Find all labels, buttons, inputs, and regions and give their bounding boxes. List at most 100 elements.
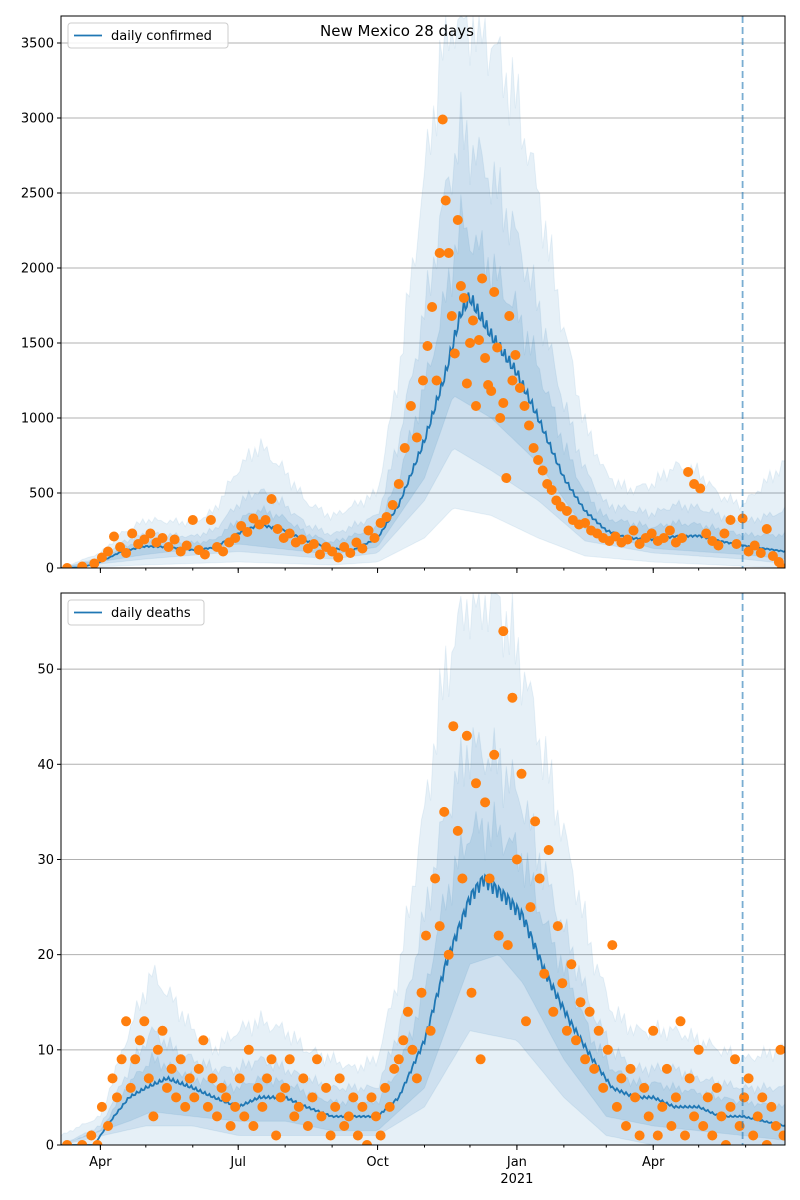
data-point (664, 525, 675, 536)
data-point (657, 1101, 668, 1112)
data-point (112, 1092, 122, 1103)
data-point (537, 465, 548, 476)
data-point (157, 533, 168, 543)
data-point (680, 1130, 690, 1141)
data-point (461, 378, 472, 389)
data-point (248, 1121, 259, 1131)
data-point (443, 248, 454, 258)
data-point (257, 1101, 268, 1112)
data-point (446, 311, 457, 321)
data-point (743, 1073, 754, 1084)
data-point (707, 1130, 718, 1141)
data-point (752, 1111, 763, 1122)
data-point (398, 1035, 409, 1046)
data-point (162, 1082, 172, 1093)
data-point (366, 1092, 377, 1103)
data-point (348, 1092, 359, 1103)
data-point (548, 1006, 559, 1017)
data-point (407, 1044, 418, 1055)
data-point (675, 1016, 686, 1027)
uncertainty-band (61, 91, 785, 568)
y-tick-label: 30 (37, 853, 54, 868)
data-point (293, 1101, 304, 1112)
data-point (193, 1063, 204, 1074)
data-point (339, 542, 350, 552)
data-point (312, 1054, 322, 1065)
data-point (593, 1025, 604, 1036)
chart-title: New Mexico 28 days (320, 22, 474, 40)
data-point (477, 273, 488, 284)
data-point (720, 1140, 731, 1145)
data-point (775, 1044, 785, 1055)
uncertainty-band (61, 194, 785, 568)
data-point (661, 1063, 672, 1074)
data-point (152, 1044, 163, 1055)
data-point (399, 443, 410, 453)
data-point (607, 940, 618, 951)
data-point (343, 1111, 354, 1122)
data-point (139, 1016, 150, 1027)
data-point (422, 341, 433, 351)
data-point (357, 1101, 368, 1112)
data-point (199, 549, 210, 560)
legend: daily deaths (67, 599, 205, 626)
data-point (510, 350, 521, 360)
data-point (539, 968, 550, 979)
data-point (92, 1140, 103, 1145)
data-point (121, 1016, 132, 1027)
data-point (543, 845, 554, 855)
data-point (598, 1082, 609, 1093)
data-point (139, 534, 150, 545)
data-point (711, 1082, 722, 1093)
data-point (507, 692, 518, 703)
data-point (148, 1111, 159, 1122)
data-point (427, 302, 438, 312)
data-point (589, 1063, 600, 1074)
data-point (252, 1082, 263, 1093)
data-point (130, 1054, 141, 1065)
data-point (284, 528, 295, 539)
data-point (103, 1121, 113, 1131)
data-point (474, 335, 484, 345)
data-point (89, 558, 100, 568)
data-point (643, 1111, 654, 1122)
data-point (622, 534, 633, 545)
data-point (492, 342, 503, 353)
data-point (389, 1063, 400, 1074)
data-point (181, 540, 192, 551)
data-point (684, 1073, 695, 1084)
data-point (725, 515, 736, 525)
data-point (169, 534, 180, 545)
data-point (455, 281, 466, 291)
data-point (143, 1073, 154, 1084)
data-point (648, 1025, 659, 1036)
data-point (480, 797, 491, 808)
data-point (561, 1025, 572, 1036)
data-point (260, 515, 271, 525)
uncertainty-band (61, 801, 785, 1145)
data-point (502, 940, 513, 951)
data-point (230, 533, 241, 543)
data-point (693, 1044, 704, 1055)
data-point (308, 539, 319, 549)
data-point (239, 1111, 250, 1122)
data-point (166, 1063, 177, 1074)
data-point (221, 1092, 232, 1103)
data-point (689, 1111, 700, 1122)
data-point (430, 873, 441, 884)
data-point (475, 1054, 486, 1065)
data-point (202, 1101, 213, 1112)
data-point (677, 533, 687, 543)
data-point (621, 1121, 631, 1131)
data-point (666, 1121, 677, 1131)
data-point (501, 473, 512, 483)
y-tick-label: 10 (37, 1043, 54, 1058)
data-point (418, 375, 428, 386)
data-point (584, 1006, 595, 1017)
data-point (730, 1054, 740, 1065)
data-point (495, 413, 506, 423)
data-point (411, 1073, 422, 1084)
data-point (171, 1092, 182, 1103)
x-year-label: 2021 (500, 1172, 533, 1187)
